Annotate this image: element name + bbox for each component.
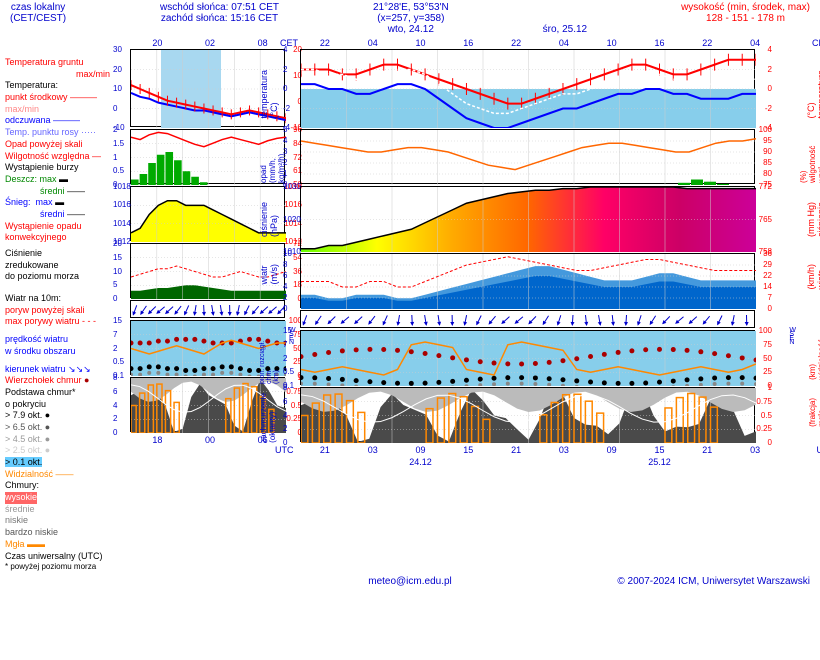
chart-clouds-large: 0.10.527150255075100pion. rozciągł. chm.…	[300, 330, 755, 385]
chart-precip-large: 0123457580859095100opad(mm/h, kg/m²/h)(%…	[300, 129, 755, 184]
time-axis-large-bot: UTCUTC21030915210309152103	[300, 444, 780, 456]
footnote: * powyżej poziomu morza	[0, 562, 820, 571]
czas-lokalny-label: czas lokalny	[11, 2, 65, 13]
chart-winddir-large: WSENWSEN	[300, 310, 755, 328]
coords-label: 21°28'E, 53°53'N	[373, 2, 449, 13]
time-axis-small-top: 200208	[130, 37, 290, 49]
altitude-label: wysokość (min, środek, max)	[681, 2, 810, 13]
chart-pressure-large: 101010201030758765772ciśnienie(hPa)(mm H…	[300, 186, 755, 251]
sunset-label: zachód słońca: 15:16 CET	[161, 13, 278, 24]
date-axis: 24.1225.12	[300, 456, 780, 468]
legend-column: Temperatura gruntu max/min Temperatura: …	[5, 37, 125, 562]
main-content: Temperatura gruntu max/min Temperatura: …	[0, 37, 820, 562]
large-charts-column: CETCET22041016220410162204 -4-2024-4-202…	[300, 37, 780, 562]
footer: meteo@icm.edu.pl © 2007-2024 ICM, Uniwer…	[0, 571, 820, 587]
chart-temp-large: -4-2024-4-2024temperatura(°C)(°C)tempera…	[300, 49, 755, 127]
footer-url[interactable]: meteo@icm.edu.pl	[368, 576, 452, 587]
time-axis-large-top: CETCET22041016220410162204	[300, 37, 780, 49]
header: czas lokalny(CET/CEST) wschód słońca: 07…	[0, 0, 820, 37]
chart-cloudcover-large: 0246800.250.50.751zachmurzenie(oktanty)(…	[300, 387, 755, 442]
chart-wind-large: 02468100714222936wiatr(m/s)(km/h)wiatr	[300, 253, 755, 308]
sunrise-label: wschód słońca: 07:51 CET	[160, 2, 279, 13]
footer-copyright: © 2007-2024 ICM, Uniwersytet Warszawski	[617, 576, 810, 587]
chart-winddir-small	[130, 300, 285, 318]
